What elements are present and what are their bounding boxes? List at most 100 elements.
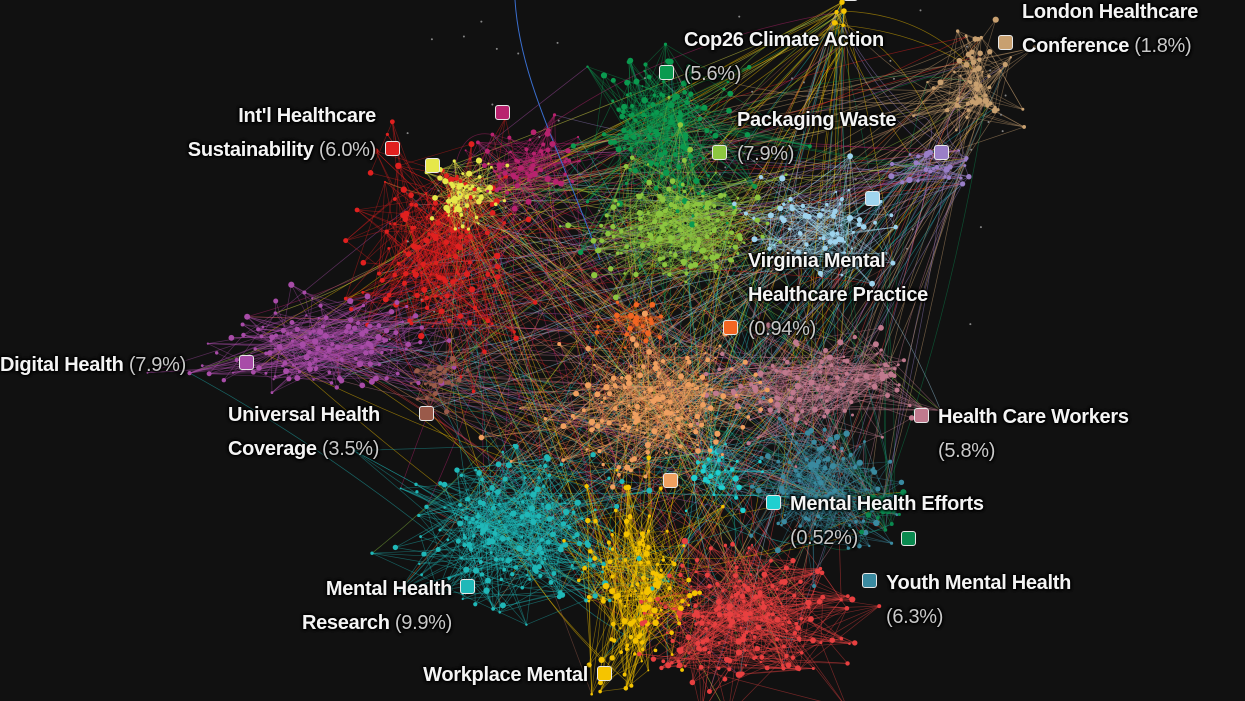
- edge: [674, 11, 837, 207]
- edge: [684, 118, 701, 203]
- edge: [626, 124, 684, 184]
- edge: [645, 118, 672, 182]
- edge: [669, 254, 676, 275]
- edge: [370, 344, 719, 473]
- edge: [670, 115, 673, 206]
- edge: [663, 203, 697, 231]
- edge: [843, 10, 975, 71]
- node: [647, 104, 651, 108]
- edge: [742, 495, 871, 640]
- edge: [568, 206, 614, 226]
- edge: [435, 359, 905, 394]
- edge: [587, 104, 672, 202]
- edge: [696, 205, 708, 237]
- edge: [597, 249, 686, 283]
- edge: [628, 81, 665, 129]
- edge: [635, 232, 732, 275]
- edge: [619, 109, 810, 147]
- edge: [531, 492, 636, 642]
- edge: [451, 204, 800, 454]
- edge: [439, 326, 599, 369]
- edge: [662, 127, 670, 164]
- edge: [587, 66, 671, 206]
- edge: [625, 115, 631, 137]
- node: [726, 107, 732, 114]
- edge: [710, 93, 731, 133]
- edge: [467, 361, 638, 431]
- edge: [656, 95, 664, 113]
- edge: [329, 206, 737, 351]
- edge: [628, 81, 644, 116]
- edge: [679, 124, 812, 383]
- edge: [673, 163, 893, 609]
- edge: [645, 106, 698, 117]
- edge: [627, 94, 686, 136]
- node: [577, 249, 584, 256]
- edge: [695, 207, 707, 225]
- edge: [702, 179, 746, 197]
- edge: [635, 143, 810, 147]
- edge: [635, 99, 675, 144]
- edge: [671, 70, 693, 123]
- edge: [739, 201, 882, 675]
- edge: [670, 228, 693, 243]
- node: [633, 78, 640, 85]
- edge: [668, 188, 781, 243]
- edge: [638, 102, 688, 136]
- edge: [375, 378, 874, 504]
- edge: [580, 138, 651, 253]
- edge: [601, 240, 695, 479]
- edge: [702, 162, 917, 472]
- edge: [629, 60, 646, 182]
- edge: [671, 115, 682, 185]
- edge: [189, 372, 483, 575]
- edge: [642, 245, 884, 512]
- edge: [670, 131, 712, 206]
- edge: [657, 376, 745, 586]
- edge: [461, 185, 596, 559]
- edge: [610, 141, 679, 168]
- edge: [742, 668, 814, 675]
- edge: [648, 76, 664, 96]
- edge: [657, 132, 676, 155]
- edge: [681, 230, 738, 254]
- edge: [645, 115, 673, 182]
- edge: [682, 184, 685, 264]
- edge: [715, 172, 758, 221]
- edge: [670, 236, 708, 243]
- edge: [337, 346, 844, 359]
- edge: [664, 264, 926, 411]
- edge: [476, 11, 837, 218]
- edge: [670, 87, 934, 239]
- edge: [681, 115, 735, 208]
- edge: [247, 316, 660, 338]
- node: [585, 200, 590, 204]
- edge: [654, 83, 684, 96]
- edge: [690, 93, 756, 187]
- edge: [282, 344, 453, 367]
- edge: [683, 160, 708, 237]
- edge: [648, 203, 699, 214]
- edge: [658, 214, 709, 219]
- edge: [810, 11, 845, 466]
- edge: [642, 235, 833, 327]
- edge: [630, 66, 750, 94]
- edge: [612, 207, 614, 227]
- edge: [782, 171, 931, 666]
- edge: [428, 247, 826, 410]
- node: [633, 118, 638, 123]
- edge: [646, 208, 795, 410]
- edge: [664, 127, 704, 159]
- edge: [867, 64, 1006, 515]
- edge: [636, 275, 822, 326]
- edge: [690, 250, 702, 267]
- edge: [642, 223, 769, 541]
- edge: [631, 105, 658, 135]
- edge: [673, 99, 756, 187]
- edge: [646, 317, 886, 531]
- edge: [629, 130, 705, 208]
- edge: [655, 147, 676, 189]
- edge: [682, 212, 735, 240]
- edge: [677, 130, 708, 212]
- edge: [606, 215, 641, 220]
